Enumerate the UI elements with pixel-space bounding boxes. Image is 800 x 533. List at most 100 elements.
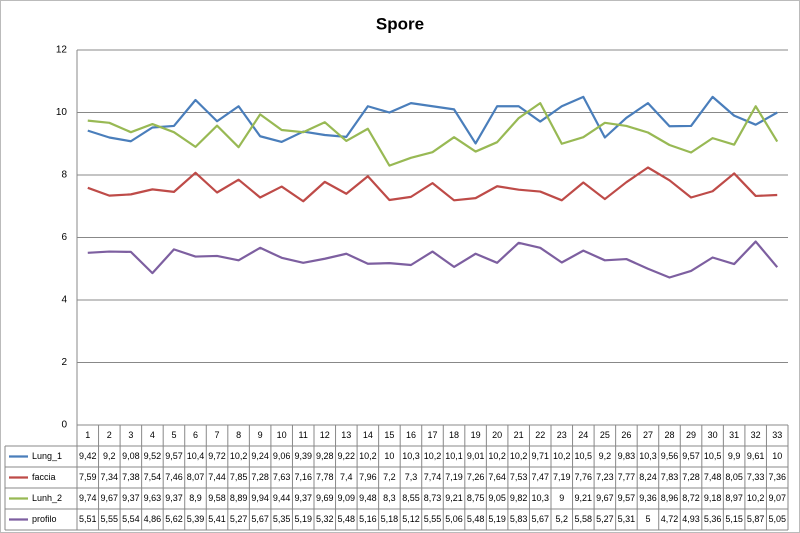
x-tick-label: 25: [600, 430, 610, 440]
chart-title: Spore: [376, 14, 424, 33]
y-tick-label: 6: [61, 232, 67, 243]
table-value: 9,67: [596, 493, 614, 503]
table-value: 5,32: [316, 514, 334, 524]
table-value: 9,69: [316, 493, 334, 503]
table-value: 5,55: [424, 514, 442, 524]
x-tick-label: 12: [320, 430, 330, 440]
legend-label: faccia: [32, 472, 56, 482]
table-value: 5,31: [618, 514, 636, 524]
table-value: 9,18: [704, 493, 722, 503]
table-value: 5,48: [467, 514, 485, 524]
x-tick-label: 33: [772, 430, 782, 440]
x-tick-label: 1: [85, 430, 90, 440]
table-value: 7,46: [165, 472, 183, 482]
table-value: 9,94: [251, 493, 269, 503]
table-value: 7,33: [747, 472, 765, 482]
table-value: 8,24: [639, 472, 657, 482]
table-value: 9: [559, 493, 564, 503]
table-value: 10: [384, 451, 394, 461]
table-value: 5,35: [273, 514, 291, 524]
x-tick-label: 10: [277, 430, 287, 440]
x-tick-label: 31: [729, 430, 739, 440]
table-value: 8,3: [383, 493, 396, 503]
table-value: 9,63: [144, 493, 162, 503]
table-value: 7,48: [704, 472, 722, 482]
x-tick-label: 24: [578, 430, 588, 440]
x-tick-label: 15: [384, 430, 394, 440]
table-value: 8,97: [725, 493, 743, 503]
table-value: 7,76: [575, 472, 593, 482]
table-value: 7,19: [553, 472, 571, 482]
table-value: 5,27: [596, 514, 614, 524]
table-value: 5,83: [510, 514, 528, 524]
table-value: 8,05: [725, 472, 743, 482]
table-value: 7,63: [273, 472, 291, 482]
table-value: 8,96: [661, 493, 679, 503]
table-value: 9,05: [488, 493, 506, 503]
table-value: 9,36: [639, 493, 657, 503]
table-value: 7,53: [510, 472, 528, 482]
y-tick-label: 8: [61, 170, 67, 181]
y-tick-label: 12: [56, 45, 68, 56]
table-value: 8,55: [402, 493, 420, 503]
table-value: 10,2: [424, 451, 442, 461]
x-tick-label: 11: [299, 430, 308, 440]
table-value: 9,21: [445, 493, 463, 503]
table-value: 9,08: [122, 451, 140, 461]
table-value: 9,71: [531, 451, 549, 461]
table-value: 5,2: [556, 514, 569, 524]
table-value: 7,77: [618, 472, 636, 482]
table-value: 7,23: [596, 472, 614, 482]
table-value: 7,96: [359, 472, 377, 482]
table-value: 10: [772, 451, 782, 461]
table-value: 10,2: [553, 451, 571, 461]
y-tick-label: 0: [61, 420, 67, 431]
table-value: 5: [645, 514, 650, 524]
table-value: 10,2: [359, 451, 377, 461]
table-value: 9,61: [747, 451, 765, 461]
table-value: 7,44: [208, 472, 226, 482]
table-value: 5,19: [294, 514, 312, 524]
series-line: [87, 240, 779, 279]
table-value: 5,51: [79, 514, 97, 524]
table-value: 9,52: [144, 451, 162, 461]
table-value: 5,39: [187, 514, 205, 524]
x-tick-label: 23: [557, 430, 567, 440]
table-value: 4,72: [661, 514, 679, 524]
table-value: 5,87: [747, 514, 765, 524]
table-value: 7,83: [661, 472, 679, 482]
table-value: 5,27: [230, 514, 248, 524]
table-value: 9,82: [510, 493, 528, 503]
table-value: 5,62: [165, 514, 183, 524]
table-value: 7,19: [445, 472, 463, 482]
table-value: 9,2: [103, 451, 116, 461]
legend-label: Lung_1: [32, 451, 62, 461]
table-value: 9,72: [208, 451, 226, 461]
table-value: 10,4: [187, 451, 205, 461]
table-value: 7,85: [230, 472, 248, 482]
table-value: 5,18: [381, 514, 399, 524]
x-tick-label: 28: [664, 430, 674, 440]
table-value: 9,24: [251, 451, 269, 461]
x-tick-label: 21: [514, 430, 524, 440]
table-value: 9,28: [316, 451, 334, 461]
x-tick-label: 6: [193, 430, 198, 440]
table-value: 7,38: [122, 472, 140, 482]
table-value: 7,28: [682, 472, 700, 482]
table-value: 5,54: [122, 514, 140, 524]
x-tick-label: 16: [406, 430, 416, 440]
table-value: 9,07: [768, 493, 786, 503]
table-value: 7,34: [101, 472, 119, 482]
table-value: 10,2: [230, 451, 248, 461]
table-value: 5,15: [725, 514, 743, 524]
table-value: 5,67: [531, 514, 549, 524]
table-value: 5,41: [208, 514, 226, 524]
y-tick-label: 10: [56, 107, 68, 118]
table-value: 7,47: [531, 472, 549, 482]
table-value: 10,2: [510, 451, 528, 461]
x-tick-label: 26: [621, 430, 631, 440]
table-value: 10,1: [445, 451, 463, 461]
table-value: 7,16: [294, 472, 312, 482]
table-value: 9,9: [728, 451, 741, 461]
